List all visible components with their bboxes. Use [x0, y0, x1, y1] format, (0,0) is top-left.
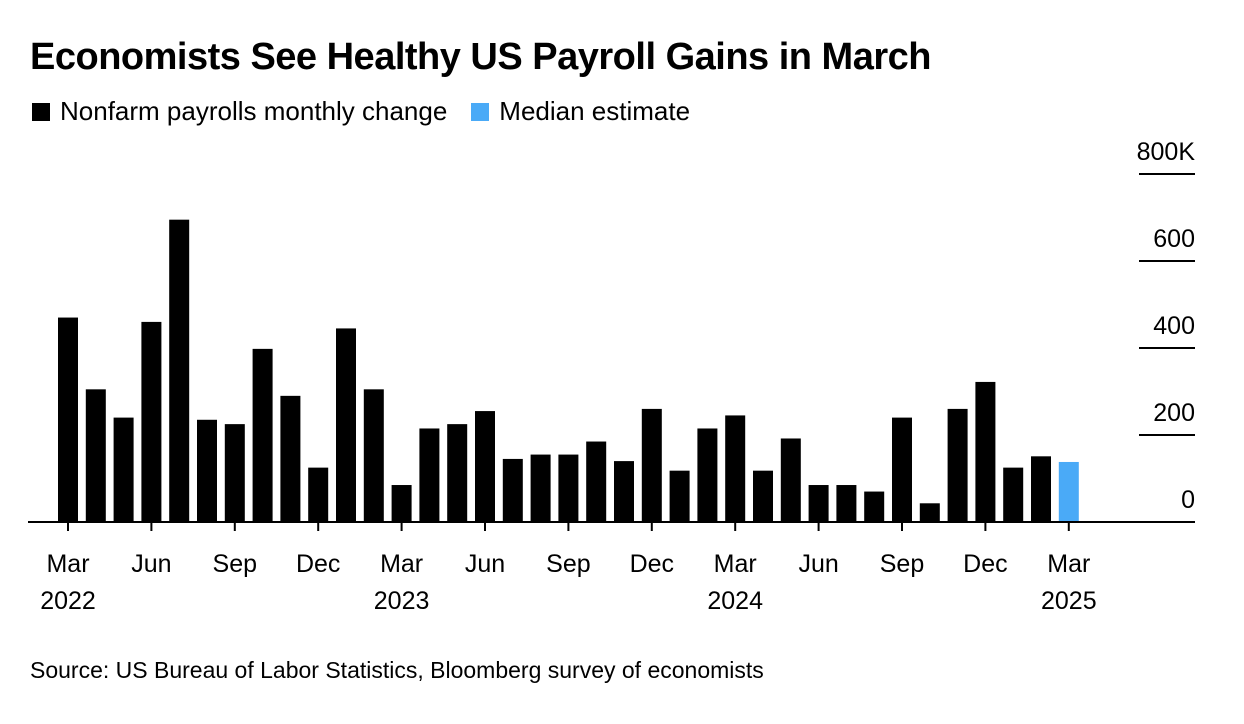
- x-tick-month: Dec: [630, 550, 674, 578]
- payroll-bar: [753, 470, 773, 522]
- x-tick-month: Sep: [213, 550, 257, 578]
- payroll-bar: [614, 461, 634, 522]
- payroll-bar: [697, 428, 718, 522]
- x-tick-year: 2025: [1041, 587, 1097, 615]
- x-tick-month: Mar: [714, 550, 757, 578]
- payroll-bar: [447, 424, 468, 522]
- y-tick-label: 0: [1181, 486, 1195, 514]
- payroll-bar: [641, 408, 662, 522]
- legend-label-payrolls: Nonfarm payrolls monthly change: [60, 96, 448, 126]
- payroll-bar: [1003, 467, 1024, 522]
- payroll-bar: [502, 458, 523, 522]
- payroll-bar: [85, 389, 106, 522]
- y-tick-label: 200: [1153, 399, 1195, 427]
- payroll-bar: [669, 470, 690, 522]
- payroll-bar: [336, 328, 356, 522]
- legend-item-payrolls: Nonfarm payrolls monthly change: [32, 96, 447, 127]
- legend-swatch-estimate: [471, 102, 490, 121]
- x-tick-month: Mar: [46, 550, 89, 578]
- payroll-bar: [586, 441, 607, 522]
- source-note: Source: US Bureau of Labor Statistics, B…: [30, 657, 764, 683]
- payroll-bar: [280, 395, 301, 522]
- x-tick-month: Dec: [296, 550, 340, 578]
- payroll-bar: [947, 408, 968, 522]
- x-tick-month: Jun: [465, 550, 505, 578]
- x-tick-year: 2024: [707, 587, 763, 615]
- payroll-bar: [919, 503, 940, 522]
- y-tick-label: 400: [1153, 312, 1195, 340]
- payroll-bar: [58, 317, 78, 522]
- payroll-bar: [530, 454, 551, 522]
- payroll-bar: [252, 348, 273, 522]
- legend-swatch-payrolls: [32, 102, 50, 121]
- payroll-bar: [892, 417, 912, 522]
- payroll-bar: [113, 417, 134, 522]
- payroll-bar: [808, 485, 829, 522]
- payroll-bar: [780, 438, 801, 522]
- payroll-bar: [864, 491, 885, 522]
- payroll-bar: [558, 454, 579, 522]
- payroll-bar: [169, 219, 190, 523]
- x-tick-month: Mar: [1047, 550, 1090, 578]
- payroll-bar: [197, 419, 217, 522]
- payroll-bar: [725, 415, 746, 522]
- x-tick-year: 2022: [40, 587, 96, 615]
- chart-title: Economists See Healthy US Payroll Gains …: [30, 36, 931, 78]
- x-tick-month: Jun: [131, 550, 171, 578]
- payroll-bar: [1031, 456, 1051, 522]
- payroll-bar: [224, 424, 245, 522]
- legend-item-estimate: Median estimate: [471, 96, 690, 127]
- payroll-bar: [475, 411, 495, 522]
- payroll-bar: [363, 389, 384, 522]
- payroll-bar: [836, 485, 857, 522]
- payroll-bar: [308, 467, 329, 522]
- estimate-bar: [1058, 461, 1079, 522]
- y-tick-label: 600: [1153, 225, 1195, 253]
- x-tick-month: Sep: [880, 550, 924, 578]
- x-tick-month: Mar: [380, 550, 423, 578]
- x-tick-year: 2023: [374, 587, 430, 615]
- x-tick-month: Sep: [546, 550, 590, 578]
- legend-label-estimate: Median estimate: [499, 96, 691, 126]
- y-tick-label: 800K: [1137, 138, 1196, 166]
- payroll-bar: [419, 428, 440, 522]
- chart-legend: Nonfarm payrolls monthly change Median e…: [32, 96, 714, 127]
- payroll-bar: [975, 381, 996, 522]
- payroll-bar: [391, 485, 412, 522]
- x-tick-month: Jun: [798, 550, 838, 578]
- x-tick-month: Dec: [963, 550, 1007, 578]
- payroll-bar: [141, 321, 162, 522]
